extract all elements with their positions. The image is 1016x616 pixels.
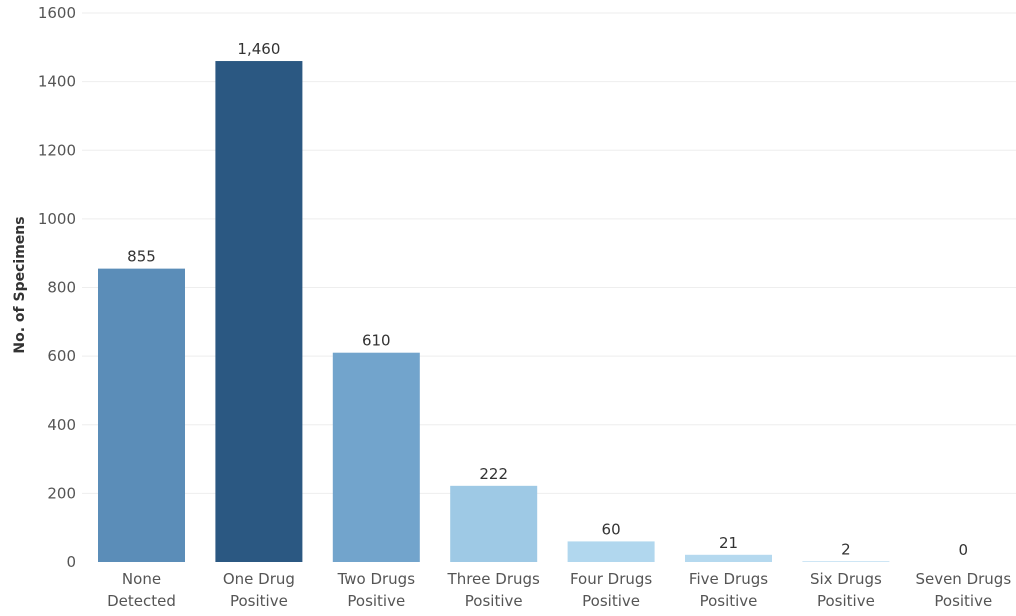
x-tick-label: Positive [347,592,405,610]
x-tick-label: Two Drugs [337,570,416,588]
bar [215,61,303,562]
x-tick-label: Positive [465,592,523,610]
x-tick-label: One Drug [223,570,295,588]
x-tick-label: Detected [107,592,176,610]
x-tick-label: Five Drugs [689,570,768,588]
bar [98,268,185,562]
y-axis-title: No. of Specimens [12,216,28,353]
y-tick-label: 600 [47,347,76,365]
x-tick-label: None [122,570,161,588]
y-tick-label: 1200 [38,141,76,159]
x-tick-label: Positive [582,592,640,610]
y-tick-label: 800 [47,279,76,297]
bar [685,554,772,562]
x-tick-label: Positive [817,592,875,610]
bar [332,352,420,562]
data-label: 60 [602,520,621,538]
y-tick-label: 1600 [38,4,76,22]
bar [567,541,655,562]
x-tick-label: Three Drugs [447,570,540,588]
bar [450,485,538,562]
x-tick-label: Positive [934,592,992,610]
bars [98,61,890,562]
data-label: 610 [362,332,391,350]
data-label: 2 [841,540,851,558]
y-tick-label: 1400 [38,73,76,91]
y-tick-label: 400 [47,416,76,434]
data-label: 1,460 [237,40,280,58]
x-axis: None Detected One Drug Positive Two Drugs Pos… [107,570,1011,610]
y-tick-label: 200 [47,484,76,502]
data-label: 855 [127,248,156,266]
data-labels: 855 1,460 610 222 60 21 2 0 [127,40,968,559]
x-tick-label: Positive [230,592,288,610]
y-tick-label: 1000 [38,210,76,228]
x-tick-label: Six Drugs [810,570,882,588]
data-label: 0 [959,541,969,559]
data-label: 21 [719,534,738,552]
bar [802,561,890,562]
x-tick-label: Positive [700,592,758,610]
x-tick-label: Four Drugs [570,570,652,588]
data-label: 222 [479,465,508,483]
x-tick-label: Seven Drugs [915,570,1011,588]
y-axis: 0 200 400 600 800 1000 1200 1400 1600 [38,4,76,571]
y-tick-label: 0 [66,553,76,571]
